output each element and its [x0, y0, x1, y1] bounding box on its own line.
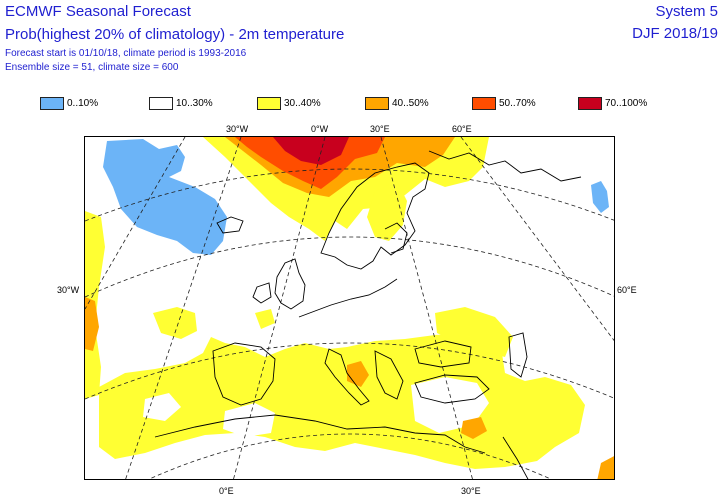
coast-iceland: [216, 216, 244, 234]
coast-balkans: [374, 350, 404, 400]
legend-label: 0..10%: [67, 97, 99, 109]
legend-swatch: [149, 96, 173, 110]
graticule: [85, 137, 614, 479]
prob-area-50-70-north: [235, 137, 385, 189]
latitude-line-bottom: [148, 433, 552, 479]
longitude-line-west: [85, 137, 186, 310]
coast-north-africa: [154, 414, 486, 454]
legend-item-70-100: 70..100%: [578, 95, 647, 111]
lon-label-left-30w: 30°W: [57, 285, 80, 295]
legend-item-50-70: 50..70%: [472, 95, 536, 111]
legend-swatch: [365, 96, 389, 110]
legend-swatch: [472, 96, 496, 110]
prob-area-10-30-south-hole-1: [223, 403, 275, 437]
coast-black-sea: [414, 340, 472, 368]
latitude-line-lower: [85, 342, 614, 400]
forecast-map: [84, 136, 615, 480]
longitude-line-30e: [380, 137, 473, 479]
prob-area-30-40-scandinavia: [367, 181, 407, 241]
legend-label: 10..30%: [176, 97, 213, 109]
legend-item-0-10: 0..10%: [40, 95, 98, 111]
legend-swatch: [578, 96, 602, 110]
prob-area-10-30-south-hole-2: [411, 377, 489, 433]
map-subtitle: Prob(highest 20% of climatology) - 2m te…: [5, 26, 345, 43]
legend-item-30-40: 30..40%: [257, 95, 321, 111]
coast-turkey: [414, 374, 490, 404]
coast-iberia: [212, 342, 276, 406]
coast-caspian: [508, 332, 528, 378]
lon-label-top-0w: 0°W: [311, 124, 329, 134]
prob-area-40-50-south-3: [597, 456, 614, 479]
probability-legend: 0..10% 10..30% 30..40% 40..50% 50..70% 7…: [40, 95, 680, 111]
legend-label: 50..70%: [499, 97, 536, 109]
longitude-line-30w: [125, 137, 242, 479]
lon-label-bottom-30e: 30°E: [461, 486, 481, 496]
longitude-line-60e: [460, 137, 614, 342]
prob-area-0-10-east: [591, 181, 609, 213]
legend-swatch: [40, 96, 64, 110]
latitude-line-middle: [85, 236, 614, 298]
legend-label: 70..100%: [605, 97, 648, 109]
legend-swatch: [257, 96, 281, 110]
legend-label: 30..40%: [284, 97, 321, 109]
map-title: ECMWF Seasonal Forecast: [5, 3, 191, 20]
system-label: System 5: [655, 3, 718, 20]
longitude-line-0: [233, 137, 326, 479]
coast-italy: [324, 348, 370, 406]
lon-label-top-30e: 30°E: [370, 124, 390, 134]
lon-label-top-60e: 60°E: [452, 124, 472, 134]
prob-area-30-40-central: [255, 309, 275, 329]
prob-area-70-100-north: [273, 137, 349, 165]
coastlines: [154, 150, 582, 479]
lon-label-right-60e: 60°E: [617, 285, 637, 295]
coast-red-sea: [502, 436, 529, 479]
coast-europe-north: [298, 278, 398, 318]
lon-label-top-30w: 30°W: [226, 124, 249, 134]
map-canvas: [85, 137, 614, 479]
prob-area-0-10-atlantic: [103, 139, 227, 255]
latitude-line-upper: [85, 168, 614, 222]
coast-ireland: [252, 282, 272, 304]
legend-label: 40..50%: [392, 97, 429, 109]
legend-item-10-30: 10..30%: [149, 95, 213, 111]
prob-area-10-30-south-hole-3: [143, 393, 181, 421]
coast-scandinavia: [320, 162, 430, 270]
coast-russia-north: [428, 150, 582, 182]
coast-great-britain: [274, 258, 306, 310]
forecast-info: Forecast start is 01/10/18, climate peri…: [5, 48, 247, 59]
prob-area-40-50-west: [85, 297, 99, 351]
ensemble-info: Ensemble size = 51, climate size = 600: [5, 62, 179, 73]
prob-area-40-50-south-2: [461, 417, 487, 439]
lon-label-bottom-0e: 0°E: [219, 486, 234, 496]
season-label: DJF 2018/19: [632, 25, 718, 42]
prob-area-30-40-mid-atlantic: [153, 307, 197, 339]
legend-item-40-50: 40..50%: [365, 95, 429, 111]
prob-area-30-40-east: [435, 307, 513, 357]
coast-baltic: [384, 222, 408, 254]
